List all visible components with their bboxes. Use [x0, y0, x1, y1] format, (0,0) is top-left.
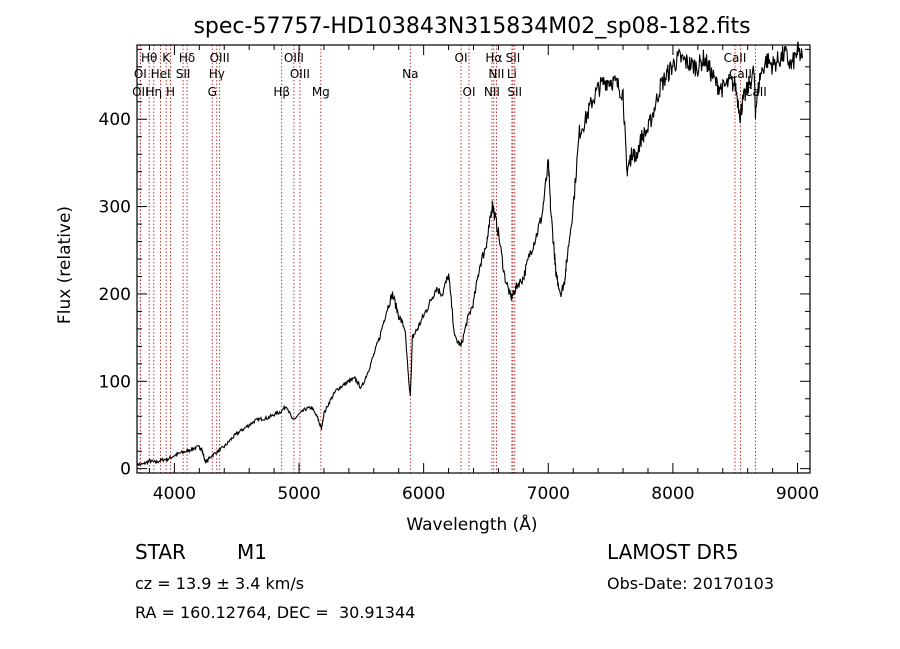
- marker-label-4: OIII: [284, 51, 304, 65]
- marker-label-24: OI: [463, 85, 476, 99]
- marker-label-9: OI: [134, 67, 147, 81]
- marker-label-5: OI: [455, 51, 468, 65]
- marker-label-2: Hδ: [179, 51, 195, 65]
- marker-label-10: HeI: [151, 67, 171, 81]
- chart-title: spec-57757-HD103843N315834M02_sp08-182.f…: [193, 14, 750, 39]
- marker-label-22: Hβ: [273, 85, 290, 99]
- y-tick-label-1: 100: [99, 372, 131, 392]
- x-tick-label-5: 9000: [776, 484, 819, 504]
- marker-label-27: CaII: [744, 85, 767, 99]
- x-axis-label: Wavelength (Å): [406, 513, 537, 535]
- y-tick-label-3: 300: [99, 198, 131, 218]
- marker-label-16: Li: [507, 67, 517, 81]
- object-class: STAR: [135, 540, 186, 564]
- marker-label-18: OII: [132, 85, 149, 99]
- redshift-cz: cz = 13.9 ± 3.4 km/s: [135, 574, 305, 593]
- marker-label-1: K: [162, 51, 171, 65]
- marker-label-8: CaII: [724, 51, 747, 65]
- marker-label-26: SII: [507, 85, 522, 99]
- marker-label-14: Na: [402, 67, 418, 81]
- line-marker-labels: Hθ K Hδ OIII OIII OI Hα SII CaII OI HeI SII Hγ OIII Na…: [132, 51, 767, 99]
- object-subclass: M1: [237, 540, 267, 564]
- line-markers: [139, 45, 756, 473]
- marker-label-0: Hθ: [141, 51, 157, 65]
- marker-label-20: H: [166, 85, 175, 99]
- survey-name: LAMOST DR5: [607, 540, 739, 564]
- marker-label-23: Mg: [312, 85, 330, 99]
- marker-label-6: Hα: [485, 51, 502, 65]
- marker-label-13: OIII: [290, 67, 310, 81]
- y-axis-ticks: 0 100 200 300 400: [99, 48, 810, 480]
- x-tick-label-4: 8000: [651, 484, 694, 504]
- y-tick-label-4: 400: [99, 110, 131, 130]
- marker-label-21: G: [208, 85, 217, 99]
- y-tick-label-0: 0: [120, 460, 131, 480]
- marker-label-11: SII: [176, 67, 191, 81]
- x-axis-ticks: 4000 5000 6000 7000 8000 9000: [148, 45, 819, 504]
- x-tick-label-3: 7000: [527, 484, 570, 504]
- y-axis-label: Flux (relative): [55, 206, 75, 324]
- x-tick-label-0: 4000: [153, 484, 196, 504]
- plot-frame: [136, 44, 811, 474]
- coordinates: RA = 160.12764, DEC = 30.91344: [135, 603, 416, 622]
- marker-label-12: Hγ: [209, 67, 225, 81]
- marker-label-7: SII: [506, 51, 521, 65]
- spectrum-line: [136, 41, 804, 467]
- marker-label-15: NII: [488, 67, 504, 81]
- x-tick-label-1: 5000: [277, 484, 320, 504]
- y-tick-label-2: 200: [99, 285, 131, 305]
- marker-label-3: OIII: [210, 51, 230, 65]
- marker-label-25: NII: [484, 85, 500, 99]
- observation-date: Obs-Date: 20170103: [607, 574, 775, 593]
- marker-label-19: Hη: [146, 85, 163, 99]
- x-tick-label-2: 6000: [402, 484, 445, 504]
